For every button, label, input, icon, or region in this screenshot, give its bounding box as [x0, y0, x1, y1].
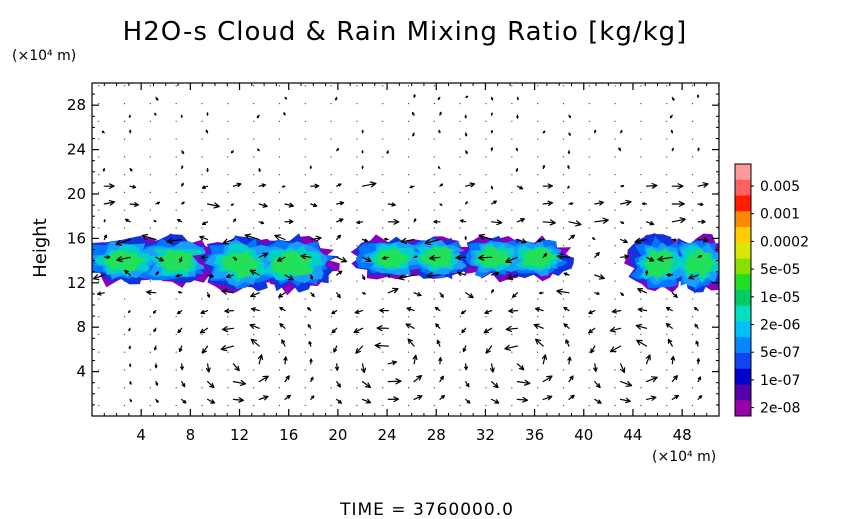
y-axis-unit: (×10⁴ m)	[12, 48, 76, 64]
x-tick-label: 4	[136, 426, 146, 444]
colorbar: 0.005 0.001 0.0002 5e-05 1e-05 2e-06 5e-07 1e-0…	[734, 163, 809, 417]
x-tick-label: 20	[328, 426, 347, 444]
colorbar-label: 2e-06	[760, 318, 800, 334]
x-tick-label: 32	[476, 426, 495, 444]
x-tick-label: 40	[574, 426, 593, 444]
x-tick-label: 28	[427, 426, 446, 444]
colorbar-swatch	[735, 258, 751, 275]
colorbar-swatch	[735, 242, 751, 259]
colorbar-label: 1e-07	[760, 373, 800, 389]
y-tick-label: 28	[67, 96, 86, 114]
colorbar-swatch	[735, 384, 751, 401]
y-tick-label: 4	[76, 363, 86, 381]
colorbar-label: 0.005	[760, 179, 800, 195]
x-tick-label: 44	[623, 426, 642, 444]
colorbar-frame	[734, 163, 752, 417]
y-tick-label: 8	[76, 318, 86, 336]
plot-area	[91, 82, 720, 417]
colorbar-swatch	[735, 400, 751, 417]
x-tick-label: 36	[525, 426, 544, 444]
x-axis-unit: (×10⁴ m)	[652, 449, 716, 465]
chart-title: H2O-s Cloud & Rain Mixing Ratio [kg/kg]	[123, 17, 688, 47]
colorbar-swatch	[735, 290, 751, 307]
y-tick-label: 20	[67, 185, 86, 203]
cloud-cluster	[350, 234, 480, 280]
colorbar-swatch	[735, 227, 751, 244]
cloud-cluster	[624, 233, 719, 294]
wind-vectors	[92, 94, 709, 404]
y-axis-ticks: 4 8 12 16 20 24 28	[67, 93, 719, 406]
colorbar-label: 1e-05	[760, 290, 800, 306]
cloud-cluster	[92, 233, 226, 288]
x-tick-label: 24	[378, 426, 397, 444]
colorbar-swatch	[735, 164, 751, 181]
colorbar-swatch	[735, 274, 751, 291]
colorbar-swatch	[735, 321, 751, 338]
colorbar-label: 0.001	[760, 207, 800, 223]
x-tick-label: 48	[673, 426, 692, 444]
cloud-cluster	[458, 235, 574, 283]
colorbar-swatch	[735, 368, 751, 385]
colorbar-label: 5e-05	[760, 262, 800, 278]
y-tick-label: 24	[67, 141, 86, 159]
colorbar-label: 2e-08	[760, 401, 800, 417]
colorbar-label: 5e-07	[760, 345, 800, 361]
y-tick-label: 16	[67, 229, 86, 247]
x-tick-label: 8	[186, 426, 196, 444]
y-axis-label: Height	[30, 218, 51, 278]
colorbar-swatch	[735, 211, 751, 228]
colorbar-swatch	[735, 179, 751, 196]
x-axis-ticks: 4 8 12 16 20 24 28 32 36 40 44 48	[103, 83, 708, 444]
colorbar-swatch	[735, 337, 751, 354]
colorbar-label: 0.0002	[760, 234, 809, 250]
y-tick-label: 12	[67, 274, 86, 292]
x-tick-label: 12	[230, 426, 249, 444]
cloud-field	[92, 233, 719, 296]
colorbar-swatch	[735, 353, 751, 370]
colorbar-swatch	[735, 305, 751, 322]
colorbar-swatch	[735, 195, 751, 212]
time-label: TIME = 3760000.0	[339, 500, 514, 519]
x-tick-label: 16	[279, 426, 298, 444]
cloud-cluster	[192, 233, 340, 296]
